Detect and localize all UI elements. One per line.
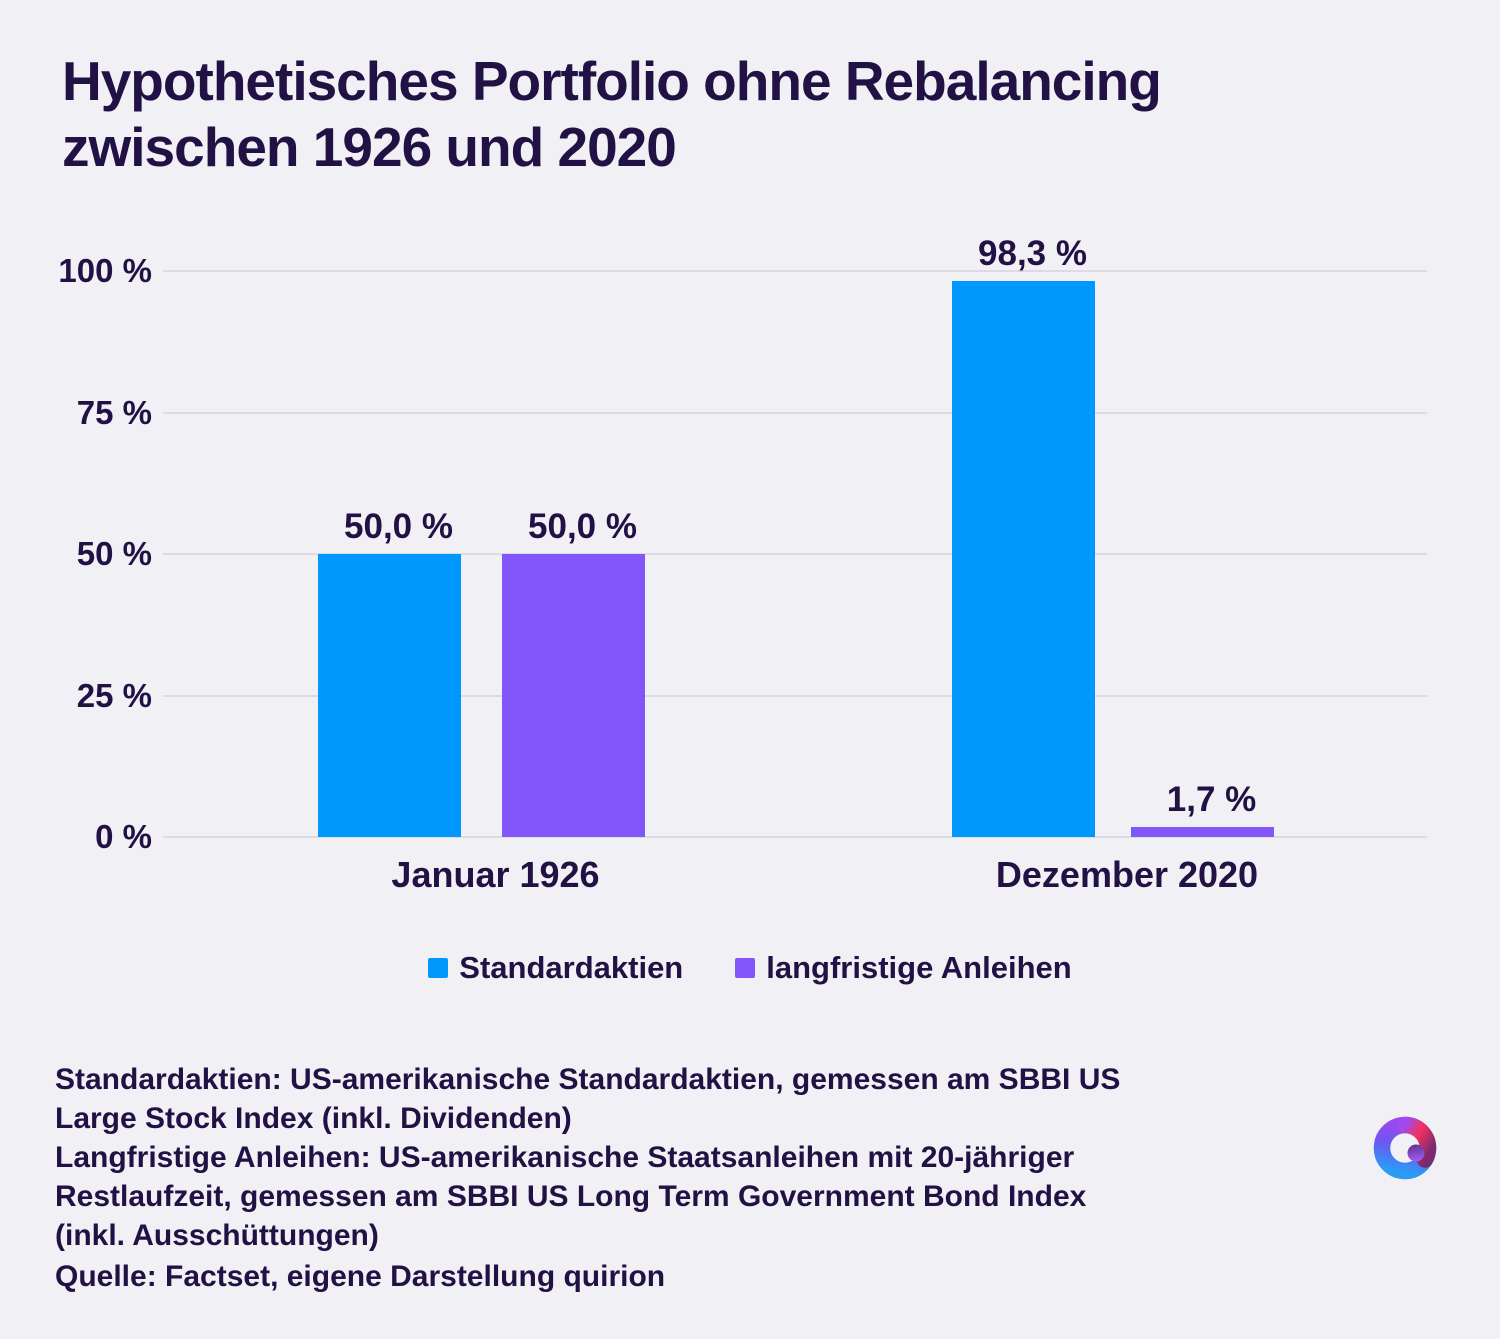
bar-value-label: 1,7 % [1166, 780, 1257, 819]
x-axis-label: Januar 1926 [391, 854, 600, 895]
bar-value-label: 98,3 % [978, 234, 1087, 273]
footnote-line: Restlaufzeit, gemessen am SBBI US Long T… [55, 1180, 1087, 1213]
y-axis-tick-label: 75 % [76, 393, 152, 431]
legend-label: langfristige Anleihen [766, 950, 1072, 985]
legend-label: Standardaktien [459, 950, 684, 985]
chart-title: Hypothetisches Portfolio ohne Rebalancin… [62, 50, 1162, 178]
footnotes: Standardaktien: US-amerikanische Standar… [55, 1060, 1335, 1255]
x-axis-label: Dezember 2020 [995, 854, 1259, 895]
footnote-line: Standardaktien: US-amerikanische Standar… [55, 1063, 1121, 1096]
y-axis-tick-label: 25 % [76, 676, 152, 714]
gridline [163, 411, 1427, 414]
legend-swatch [735, 958, 756, 978]
legend-item: Standardaktien [428, 950, 683, 986]
footnote-line: Large Stock Index (inkl. Dividenden) [55, 1102, 572, 1135]
y-axis-tick-label: 50 % [76, 535, 152, 572]
legend-item: langfristige Anleihen [735, 950, 1072, 986]
gridline [163, 694, 1427, 697]
bar-standardaktien [952, 281, 1095, 837]
quirion-logo [1373, 1116, 1437, 1180]
y-axis-tick-label: 100 % [58, 252, 152, 289]
footnote-line: (inkl. Ausschüttungen) [55, 1219, 379, 1252]
footnote-line: Langfristige Anleihen: US-amerikanische … [55, 1141, 1075, 1174]
source-line: Quelle: Factset, eigene Darstellung quir… [55, 1260, 666, 1293]
bar-value-label: 50,0 % [344, 507, 453, 546]
bar-langfristige-anleihen [1131, 827, 1274, 837]
gridline [163, 553, 1427, 555]
chart-legend: Standardaktien langfristige Anleihen [0, 950, 1500, 986]
legend-swatch [428, 958, 449, 978]
gridline [163, 836, 1427, 838]
y-axis-tick-label: 0 % [95, 818, 152, 855]
bar-value-label: 50,0 % [528, 507, 637, 546]
gridline [163, 270, 1427, 272]
bar-standardaktien [318, 554, 461, 837]
bar-langfristige-anleihen [502, 554, 645, 837]
